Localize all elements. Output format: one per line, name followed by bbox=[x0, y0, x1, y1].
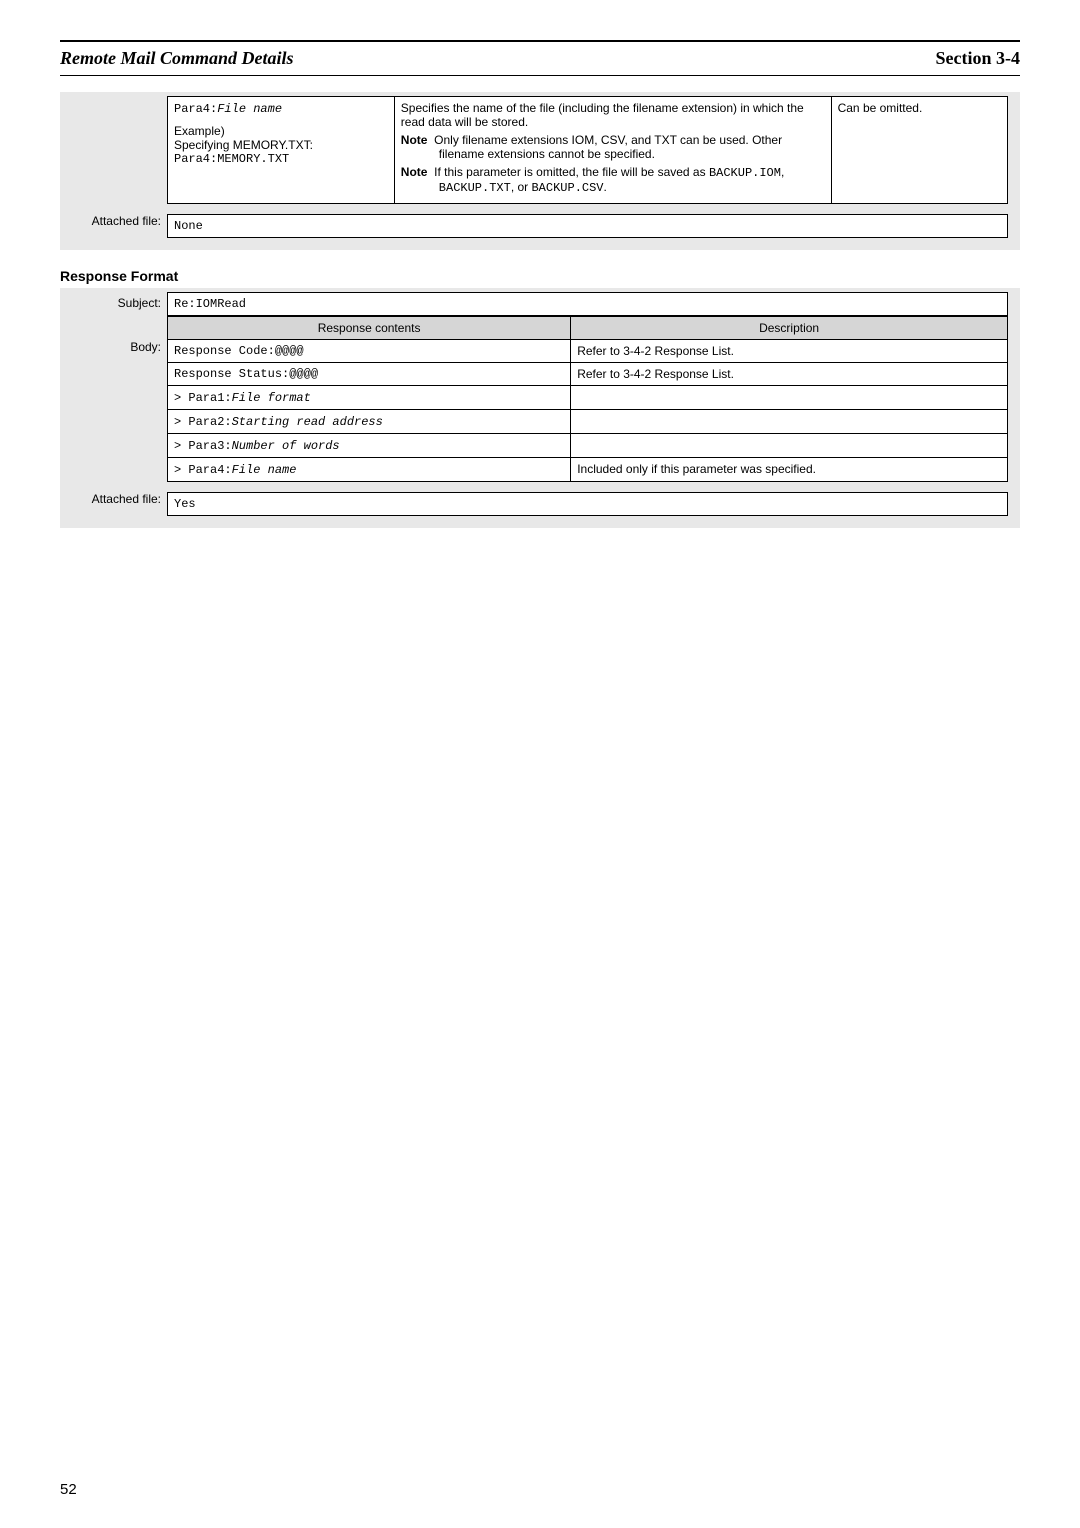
response-desc-cell: Refer to 3-4-2 Response List. bbox=[571, 363, 1008, 386]
table-row: Response Status:@@@@ Refer to 3-4-2 Resp… bbox=[168, 363, 1008, 386]
response-desc-cell: Refer to 3-4-2 Response List. bbox=[571, 340, 1008, 363]
cell-pre: > Para1: bbox=[174, 391, 232, 405]
header-section: Section 3-4 bbox=[936, 48, 1021, 69]
attached-file-label: Attached file: bbox=[72, 214, 167, 228]
response-content-cell: Response Code:@@@@ bbox=[168, 340, 571, 363]
table-row: > Para2:Starting read address bbox=[168, 410, 1008, 434]
note-mono-1: BACKUP.IOM bbox=[709, 166, 781, 180]
rule-bottom bbox=[60, 75, 1020, 76]
response-desc-cell bbox=[571, 410, 1008, 434]
attached-file-value: None bbox=[167, 214, 1008, 238]
cell-pre: > Para3: bbox=[174, 439, 232, 453]
attached-file-value: Yes bbox=[167, 492, 1008, 516]
th-description: Description bbox=[571, 317, 1008, 340]
response-content-cell: > Para2:Starting read address bbox=[168, 410, 571, 434]
note-label: Note bbox=[401, 133, 428, 147]
table-row: > Para3:Number of words bbox=[168, 434, 1008, 458]
subject-value: Re:IOMRead bbox=[167, 292, 1008, 316]
cell-ital: Number of words bbox=[232, 439, 340, 453]
example-label: Example) bbox=[174, 124, 388, 138]
table-row: > Para4:File name Included only if this … bbox=[168, 458, 1008, 482]
header-title: Remote Mail Command Details bbox=[60, 48, 294, 69]
response-panel: Subject: Re:IOMRead Body: Response conte… bbox=[60, 288, 1020, 528]
command-panel: Para4:File name Example) Specifying MEMO… bbox=[60, 92, 1020, 250]
note-mono-3: BACKUP.CSV bbox=[531, 181, 603, 195]
table-row: Para4:File name Example) Specifying MEMO… bbox=[168, 97, 1008, 204]
note-text-d: . bbox=[604, 180, 607, 194]
cell-pre: > Para4: bbox=[174, 463, 232, 477]
response-content-cell: > Para3:Number of words bbox=[168, 434, 571, 458]
cell-ital: Starting read address bbox=[232, 415, 383, 429]
page-number: 52 bbox=[60, 1481, 77, 1498]
param-table: Para4:File name Example) Specifying MEMO… bbox=[167, 96, 1008, 204]
example-text: Specifying MEMORY.TXT: bbox=[174, 138, 388, 152]
page-header: Remote Mail Command Details Section 3-4 bbox=[60, 48, 1020, 69]
note-text-c: , or bbox=[511, 180, 532, 194]
response-table: Response contents Description Response C… bbox=[167, 316, 1008, 482]
note-text-b: , bbox=[781, 165, 784, 179]
param-omit-cell: Can be omitted. bbox=[831, 97, 1007, 204]
note-mono-2: BACKUP.TXT bbox=[439, 181, 511, 195]
note-text: Only filename extensions IOM, CSV, and T… bbox=[434, 133, 782, 161]
example-mono: Para4:MEMORY.TXT bbox=[174, 152, 388, 166]
attached-file-label: Attached file: bbox=[72, 492, 167, 506]
cell-ital: File format bbox=[232, 391, 311, 405]
body-label: Body: bbox=[72, 316, 167, 354]
response-content-cell: Response Status:@@@@ bbox=[168, 363, 571, 386]
param-code-ital: File name bbox=[217, 102, 282, 116]
desc-text: Specifies the name of the file (includin… bbox=[401, 101, 825, 129]
note-1: Note Only filename extensions IOM, CSV, … bbox=[401, 133, 825, 161]
response-desc-cell bbox=[571, 386, 1008, 410]
table-row: Response Code:@@@@ Refer to 3-4-2 Respon… bbox=[168, 340, 1008, 363]
cell-pre: > Para2: bbox=[174, 415, 232, 429]
param-name-cell: Para4:File name Example) Specifying MEMO… bbox=[168, 97, 395, 204]
response-content-cell: > Para1:File format bbox=[168, 386, 571, 410]
cell-ital: File name bbox=[232, 463, 297, 477]
table-row: > Para1:File format bbox=[168, 386, 1008, 410]
response-format-heading: Response Format bbox=[60, 268, 1020, 284]
response-desc-cell: Included only if this parameter was spec… bbox=[571, 458, 1008, 482]
note-label: Note bbox=[401, 165, 428, 179]
rule-top bbox=[60, 40, 1020, 42]
response-desc-cell bbox=[571, 434, 1008, 458]
subject-label: Subject: bbox=[72, 292, 167, 310]
table-header-row: Response contents Description bbox=[168, 317, 1008, 340]
param-code: Para4: bbox=[174, 102, 217, 116]
th-contents: Response contents bbox=[168, 317, 571, 340]
param-desc-cell: Specifies the name of the file (includin… bbox=[394, 97, 831, 204]
note-2: Note If this parameter is omitted, the f… bbox=[401, 165, 825, 195]
response-content-cell: > Para4:File name bbox=[168, 458, 571, 482]
note-text-a: If this parameter is omitted, the file w… bbox=[434, 165, 709, 179]
